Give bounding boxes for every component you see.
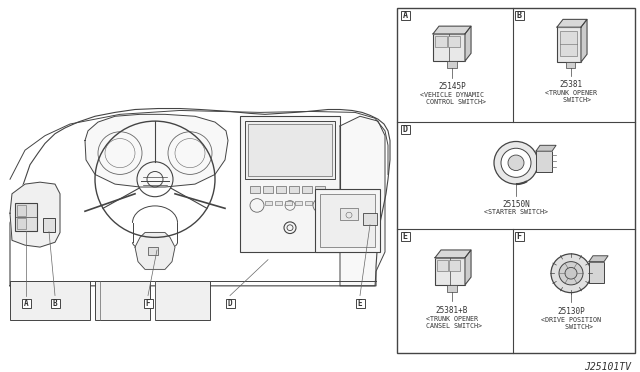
Bar [437,260,448,271]
Polygon shape [589,256,608,262]
Bar [95,281,150,320]
Circle shape [551,254,591,293]
Bar [250,186,260,193]
Text: J25101TV: J25101TV [584,362,631,372]
Text: <STARTER SWITCH>: <STARTER SWITCH> [484,209,548,215]
Bar [401,232,410,241]
Bar [276,186,286,193]
Polygon shape [135,232,175,269]
Text: A: A [403,11,408,20]
Circle shape [501,148,531,177]
Bar [289,186,299,193]
Bar [447,285,457,292]
Bar [245,121,335,179]
Polygon shape [557,19,587,27]
Polygon shape [536,145,556,151]
Bar [265,201,272,205]
Bar [295,201,302,205]
Bar [433,34,465,61]
Bar [248,124,332,176]
Bar [363,213,377,225]
Circle shape [508,155,524,170]
Text: 25130P: 25130P [557,307,585,316]
Bar [448,36,460,48]
Circle shape [565,267,577,279]
Text: E: E [358,299,362,308]
Text: D: D [403,125,408,134]
Text: 25145P: 25145P [438,82,466,92]
Polygon shape [465,250,471,285]
Bar [302,186,312,193]
Bar [515,11,524,20]
Bar [143,299,152,308]
Text: A: A [24,299,28,308]
Polygon shape [581,19,587,62]
Text: F: F [516,232,522,241]
Circle shape [559,262,583,285]
Bar [560,31,577,56]
Bar [15,203,37,231]
Bar [515,232,524,241]
Bar [320,194,375,247]
Text: <DRIVE POSITION
    SWITCH>: <DRIVE POSITION SWITCH> [541,317,601,330]
Text: B: B [52,299,58,308]
Text: <TRUNK OPENER
 CANSEL SWITCH>: <TRUNK OPENER CANSEL SWITCH> [422,316,482,329]
Bar [589,262,604,283]
Polygon shape [10,109,390,286]
Bar [305,201,312,205]
Bar [401,11,410,20]
Polygon shape [340,116,385,286]
Text: 25381+B: 25381+B [436,306,468,315]
Text: D: D [228,299,232,308]
Polygon shape [465,26,471,61]
Text: 25150N: 25150N [502,200,530,209]
Bar [447,61,457,68]
Bar [17,218,26,229]
Polygon shape [435,250,471,258]
Text: <TRUNK OPENER
   SWITCH>: <TRUNK OPENER SWITCH> [545,90,597,103]
Bar [449,260,460,271]
Text: B: B [516,11,522,20]
Bar [340,208,358,220]
Polygon shape [433,26,471,34]
Polygon shape [10,182,60,247]
Bar [148,247,158,255]
Bar [536,151,552,173]
Bar [263,186,273,193]
Bar [315,201,322,205]
Bar [355,299,365,308]
Bar [43,218,55,232]
Bar [315,186,325,193]
Bar [275,201,282,205]
Bar [315,189,380,252]
Bar [566,62,575,68]
Polygon shape [85,114,228,187]
Bar [22,299,31,308]
Bar [225,299,234,308]
Text: F: F [146,299,150,308]
Text: <VEHICLE DYNAMIC
  CONTROL SWITCH>: <VEHICLE DYNAMIC CONTROL SWITCH> [418,92,486,105]
Bar [435,258,465,285]
Bar [17,205,26,216]
Bar [397,8,635,353]
Bar [51,299,60,308]
Text: E: E [403,232,408,241]
Bar [557,27,581,62]
Bar [10,281,90,320]
Text: 25381: 25381 [559,80,582,89]
Bar [401,125,410,134]
Bar [240,116,340,252]
Bar [435,36,447,48]
Bar [155,281,210,320]
Circle shape [494,141,538,184]
Bar [285,201,292,205]
